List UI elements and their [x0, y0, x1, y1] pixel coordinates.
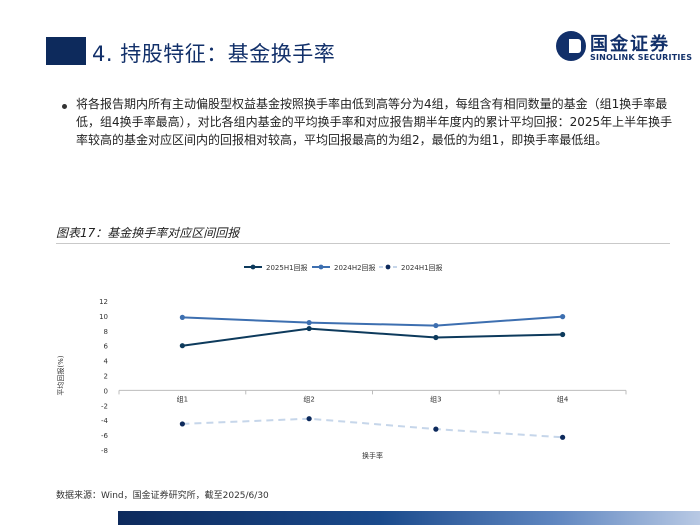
legend-label: 2024H2回报 [334, 263, 376, 272]
y-tick-label: -4 [101, 417, 109, 425]
data-point [306, 325, 312, 332]
company-logo: 国金证券 SINOLINK SECURITIES [556, 30, 696, 66]
legend-swatch-marker [318, 264, 324, 270]
y-tick-label: 6 [104, 343, 109, 351]
footer-band [118, 511, 700, 525]
y-tick-label: 12 [99, 298, 108, 306]
y-tick-label: 4 [104, 358, 109, 366]
data-point [433, 322, 439, 329]
y-tick-label: 2 [104, 373, 108, 381]
title-accent-bar [46, 37, 86, 65]
bullet-paragraph: 将各报告期内所有主动偏股型权益基金按照换手率由低到高等分为4组，每组含有相同数量… [76, 97, 673, 147]
y-tick-label: 8 [104, 328, 108, 336]
x-tick-label: 组2 [303, 394, 314, 403]
figure-title: 图表17：基金换手率对应区间回报 [56, 226, 240, 240]
page-title: 4. 持股特征：基金换手率 [92, 42, 336, 66]
data-point [306, 416, 312, 422]
y-tick-label: -8 [101, 447, 108, 455]
line-chart: -8 -6 -4 -2 0 2 4 6 8 10 12 组1 组2 组3 组4 换手率 平均回报(%) 2025H… [56, 263, 627, 460]
legend-label: 2025H1回报 [266, 263, 308, 272]
legend-swatch-marker [385, 264, 391, 270]
data-point [560, 434, 566, 440]
y-tick-label: 0 [104, 387, 108, 395]
data-point [433, 426, 439, 432]
logo-english-name: SINOLINK SECURITIES [590, 53, 693, 62]
legend-swatch-marker [250, 264, 256, 270]
data-point [179, 421, 185, 427]
legend-label: 2024H1回报 [401, 263, 443, 272]
data-point [433, 334, 439, 341]
x-tick-label: 组1 [177, 394, 188, 403]
data-point [560, 314, 566, 320]
y-tick-label: 10 [99, 313, 108, 321]
series-line-2 [182, 315, 563, 327]
y-tick-label: -2 [101, 402, 108, 410]
series-line-3 [182, 417, 563, 439]
data-point [560, 331, 566, 338]
logo-chinese-name: 国金证券 [590, 34, 670, 55]
data-source: 数据来源：Wind，国金证券研究所，截至2025/6/30 [56, 491, 269, 501]
logo-mark-icon [556, 31, 586, 61]
series-line-1 [182, 327, 563, 347]
x-axis-title: 换手率 [362, 451, 383, 460]
bullet-dot-icon [62, 104, 67, 109]
data-point [179, 314, 185, 320]
data-point [306, 320, 312, 326]
data-point [179, 343, 185, 349]
figure-title-divider [56, 243, 670, 244]
x-tick-label: 组3 [430, 394, 441, 403]
y-tick-label: -6 [101, 432, 109, 440]
x-tick-label: 组4 [557, 394, 569, 403]
y-axis-title: 平均回报(%) [56, 355, 65, 395]
